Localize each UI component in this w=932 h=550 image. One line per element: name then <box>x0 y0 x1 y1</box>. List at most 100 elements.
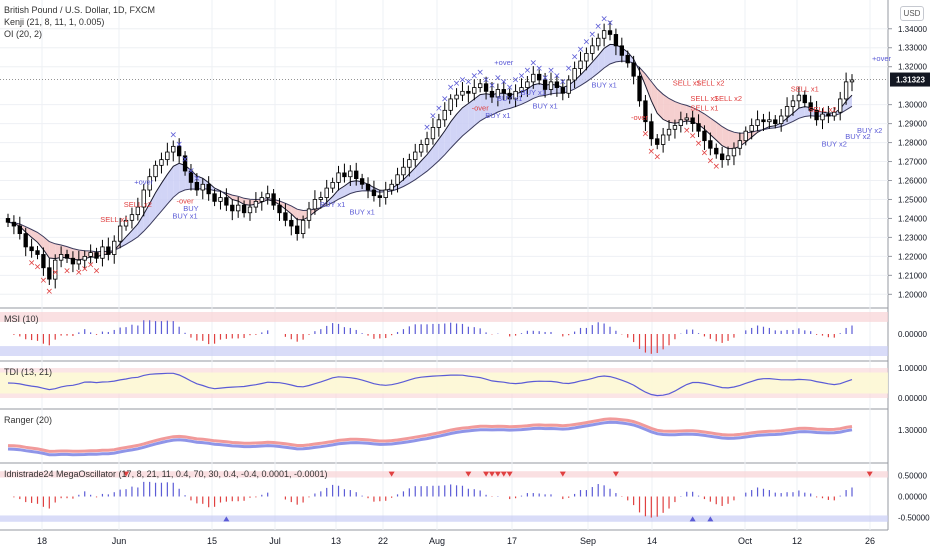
signal-label: BUY x2 <box>822 139 847 148</box>
candle-body <box>554 81 560 88</box>
overbought-cross: × <box>187 166 195 176</box>
candle-body <box>489 90 495 98</box>
candle-body <box>165 151 170 161</box>
kumo-segment <box>474 94 481 126</box>
overbought-cross: × <box>482 75 490 85</box>
candle-body <box>377 195 383 198</box>
candle-body <box>560 87 565 94</box>
msi-legend[interactable]: MSI (10) <box>4 314 39 324</box>
mo-buy-arrow <box>689 516 696 522</box>
kumo-segment <box>716 122 723 146</box>
symbol-title[interactable]: British Pound / U.S. Dollar, 1D, FXCM <box>4 5 156 15</box>
signal-label: BUY x1 <box>172 211 197 220</box>
kenji-legend[interactable]: Kenji (21, 8, 11, 1, 0.005) <box>4 17 105 27</box>
y-tick-label: 1.28000 <box>898 139 927 148</box>
candle-body <box>784 106 790 117</box>
oversold-cross: × <box>712 162 720 172</box>
candle-body <box>542 79 548 90</box>
candle-body <box>295 225 300 235</box>
kumo-segment <box>651 81 658 114</box>
candle-body <box>82 255 87 261</box>
kumo-segment <box>25 226 32 238</box>
kumo-segment <box>31 229 38 243</box>
kumo-segment <box>409 167 416 184</box>
kumo-segment <box>468 98 475 131</box>
candle-body <box>29 246 34 252</box>
overbought-cross: × <box>606 18 614 28</box>
x-tick-label: 22 <box>378 536 388 546</box>
mo-sell-arrow <box>612 471 619 477</box>
kumo-segment <box>580 68 587 86</box>
candle-body <box>418 144 424 153</box>
overbought-cross: × <box>465 77 473 87</box>
oversold-cross: × <box>87 261 95 271</box>
x-tick-label: 14 <box>647 536 657 546</box>
candle-body <box>690 117 695 124</box>
overbought-cross: × <box>500 77 508 87</box>
candle-body <box>23 233 28 248</box>
oi-legend[interactable]: OI (20, 2) <box>4 29 43 39</box>
signal-label: -over <box>631 113 649 122</box>
kumo-segment <box>598 48 605 73</box>
y-tick-label: 1.25000 <box>898 195 927 204</box>
kumo-segment <box>285 203 292 214</box>
oversold-cross: × <box>653 152 661 162</box>
signal-label: BUY x1 <box>521 88 546 97</box>
oversold-cross: × <box>707 156 715 166</box>
kumo-segment <box>350 180 357 194</box>
kumo-segment <box>126 230 132 245</box>
mo-y-tick: 0.00000 <box>898 493 927 502</box>
tdi-upper-band <box>0 368 888 373</box>
candle-body <box>660 134 666 145</box>
overbought-cross: × <box>541 73 549 83</box>
candle-body <box>324 187 329 198</box>
candle-body <box>808 102 813 111</box>
kumo-segment <box>37 232 44 250</box>
kumo-segment <box>574 74 581 89</box>
candle-body <box>271 193 276 206</box>
x-tick-label: 13 <box>331 536 341 546</box>
time-axis: 18 Jun 15 Jul 13 22 Aug 17 Sep 14 Oct 12 26 <box>37 536 875 546</box>
candle-body <box>578 60 583 69</box>
kumo-segment <box>610 44 616 65</box>
kumo-segment <box>462 103 469 136</box>
kumo-segment <box>403 173 410 187</box>
tdi-y-tick: 0.00000 <box>898 394 927 403</box>
mo-upper-band <box>0 471 888 478</box>
megaoscillator-legend[interactable]: Idnistrade24 MegaOscillator (17, 8, 21, … <box>4 469 328 479</box>
ranger-legend[interactable]: Ranger (20) <box>4 415 53 425</box>
currency-badge[interactable]: USD <box>900 6 924 21</box>
candle-body <box>779 115 784 124</box>
tdi-y-tick: 1.00000 <box>898 364 927 373</box>
candle-body <box>802 94 807 104</box>
candle-body <box>241 204 247 214</box>
overbought-cross: × <box>589 30 597 40</box>
candle-body <box>725 155 731 161</box>
kumo-segment <box>527 84 534 102</box>
candle-body <box>749 125 754 132</box>
oversold-cross: × <box>642 130 650 140</box>
candle-body <box>389 183 394 191</box>
signal-label: BUY x1 <box>349 208 374 217</box>
tdi-legend[interactable]: TDI (13, 21) <box>4 367 53 377</box>
kumo-segment <box>155 183 162 218</box>
candle-body <box>761 119 766 123</box>
y-tick-label: 1.21000 <box>898 271 927 280</box>
overbought-cross: × <box>571 53 579 63</box>
overbought-cross: × <box>577 45 585 55</box>
x-tick-label: Jun <box>112 536 127 546</box>
candle-body <box>100 246 105 259</box>
candle-body <box>359 178 365 185</box>
kumo-segment <box>149 192 156 225</box>
x-tick-label: Aug <box>429 536 445 546</box>
overbought-cross: × <box>435 104 443 114</box>
candle-body <box>58 254 64 261</box>
candle-body <box>200 183 205 191</box>
mo-sell-arrow <box>465 471 472 477</box>
candle-body <box>631 62 636 77</box>
candle-body <box>590 45 595 54</box>
candle-body <box>466 90 471 94</box>
overbought-cross: × <box>175 140 183 150</box>
overbought-cross: × <box>547 66 555 76</box>
